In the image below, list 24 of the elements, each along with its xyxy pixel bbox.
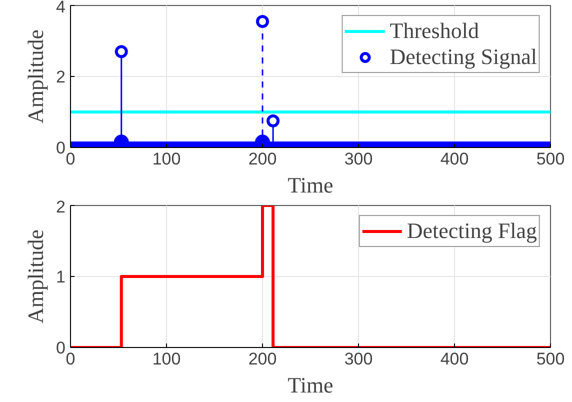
- y-tick-label: 4: [56, 0, 66, 16]
- legend-label: Detecting Signal: [390, 44, 537, 70]
- x-tick-label: 300: [344, 350, 373, 368]
- x-tick-label: 400: [440, 350, 469, 368]
- x-tick-label: 100: [152, 150, 181, 168]
- y-axis-title: Amplitude: [23, 29, 48, 124]
- x-tick-label: 500: [536, 150, 565, 168]
- legend-label: Threshold: [390, 18, 479, 44]
- x-tick-label: 300: [344, 150, 373, 168]
- point: [256, 14, 269, 28]
- x-tick-label: 200: [248, 150, 277, 168]
- point: [266, 114, 280, 128]
- x-tick-label: 200: [248, 350, 277, 368]
- x-tick-label: 100: [152, 350, 181, 368]
- x-tick-label: 500: [536, 350, 565, 368]
- x-tick-label: 400: [440, 150, 469, 168]
- x-axis-title: Time: [288, 372, 334, 398]
- y-tick-label: 2: [56, 198, 66, 216]
- x-axis-title: Time: [288, 172, 334, 198]
- legend-label: Detecting Flag: [406, 218, 537, 244]
- point: [114, 45, 128, 58]
- y-tick-label: 2: [56, 68, 66, 86]
- y-tick-label: 1: [56, 268, 66, 286]
- y-axis-title: Amplitude: [23, 229, 48, 324]
